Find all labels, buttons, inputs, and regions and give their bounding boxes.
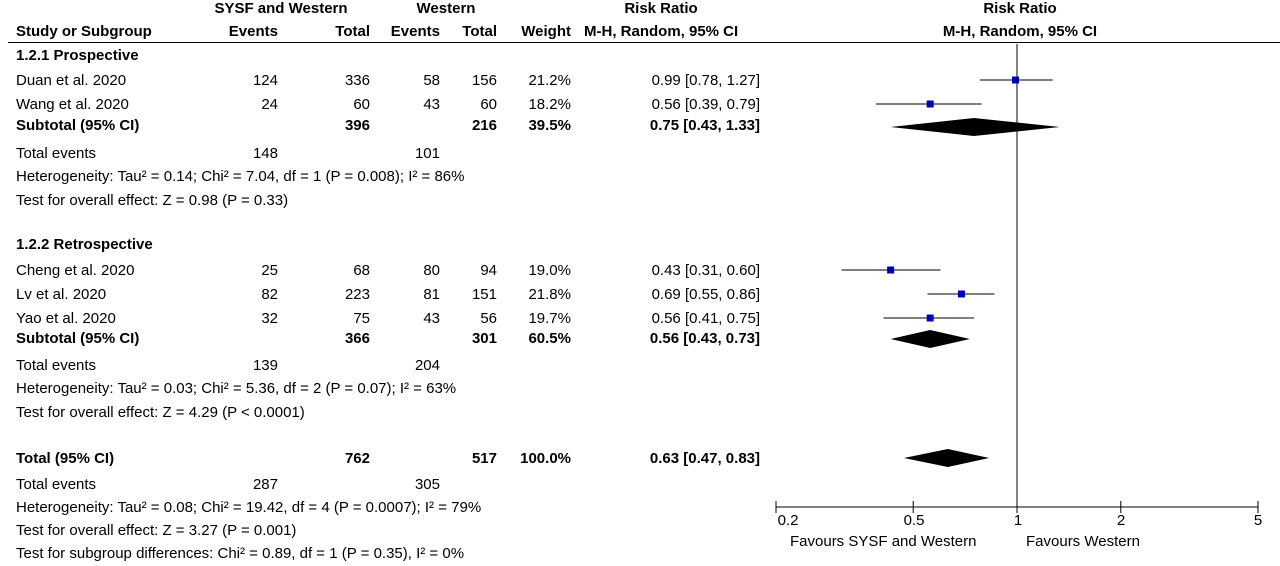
events1-value: 139 [252,357,278,374]
rr-ci-value: 0.63 [0.47, 0.83] [649,450,760,467]
weight-value: 21.8% [528,286,571,303]
total-label: Total (95% CI) [16,450,115,467]
tick-label: 0.2 [777,512,799,529]
favours-right-label: Favours Western [1026,533,1140,550]
overall-effect-text: Test for overall effect: Z = 3.27 (P = 0… [16,522,297,539]
tick-label: 2 [1116,512,1126,529]
rr-ci-value: 0.56 [0.41, 0.75] [651,310,760,327]
events2-value: 43 [423,310,440,327]
total1-value: 762 [344,450,370,467]
events1-value: 287 [252,476,278,493]
heterogeneity-text: Heterogeneity: Tau² = 0.14; Chi² = 7.04,… [16,168,465,185]
total-events-label: Total events [16,357,97,374]
total1-value: 60 [353,96,370,113]
events1-value: 148 [252,145,278,162]
study-name: Duan et al. 2020 [16,72,127,89]
study-name: Cheng et al. 2020 [16,262,135,279]
total2-value: 156 [471,72,497,89]
events1-value: 82 [261,286,278,303]
total2-value: 301 [471,330,497,347]
events2-value: 305 [414,476,440,493]
total1-value: 336 [344,72,370,89]
weight-value: 19.0% [528,262,571,279]
rr-ci-value: 0.43 [0.31, 0.60] [651,262,760,279]
total1-value: 75 [353,310,370,327]
weight-value: 19.7% [528,310,571,327]
events2-value: 80 [423,262,440,279]
rr-ci-value: 0.56 [0.39, 0.79] [651,96,760,113]
rr-column-header: Risk Ratio [624,0,698,17]
events2-value: 101 [414,145,440,162]
events1-value: 24 [261,96,278,113]
events2-header: Events [390,23,440,40]
subgroup-differences-text: Test for subgroup differences: Chi² = 0.… [16,545,465,562]
pooled-diamond [890,118,1060,136]
overall-effect-text: Test for overall effect: Z = 0.98 (P = 0… [16,192,289,209]
weight-value: 39.5% [528,117,571,134]
subgroup-title: 1.2.2 Retrospective [16,236,153,253]
rr-ci-value: 0.99 [0.78, 1.27] [651,72,760,89]
total2-value: 60 [480,96,497,113]
study-point-marker [887,266,895,274]
study-name: Yao et al. 2020 [16,310,116,327]
study-point-marker [926,100,934,108]
weight-value: 18.2% [528,96,571,113]
weight-value: 100.0% [520,450,571,467]
rr-ci-value: 0.75 [0.43, 1.33] [649,117,760,134]
events2-value: 58 [423,72,440,89]
method-column-header: M-H, Random, 95% CI [584,23,739,40]
study-point-marker [957,290,965,298]
method-plot-header: M-H, Random, 95% CI [942,23,1098,40]
favours-left-label: Favours SYSF and Western [790,533,977,550]
total1-value: 396 [344,117,370,134]
subtotal-label: Subtotal (95% CI) [16,117,140,134]
events2-value: 204 [414,357,440,374]
pooled-diamond [890,330,970,348]
subgroup-title: 1.2.1 Prospective [16,47,139,64]
rr-plot-header: Risk Ratio [983,0,1057,17]
heterogeneity-text: Heterogeneity: Tau² = 0.03; Chi² = 5.36,… [16,380,457,397]
group2-header: Western [416,0,476,17]
events1-value: 32 [261,310,278,327]
rr-ci-value: 0.56 [0.43, 0.73] [649,330,760,347]
events1-header: Events [228,23,278,40]
total1-value: 68 [353,262,370,279]
tick-label: 5 [1253,512,1263,529]
total2-header: Total [462,23,497,40]
total1-value: 223 [344,286,370,303]
weight-header: Weight [521,23,571,40]
pooled-diamond [903,449,990,467]
heterogeneity-text: Heterogeneity: Tau² = 0.08; Chi² = 19.42… [16,499,482,516]
study-point-marker [1011,76,1019,84]
study-name: Wang et al. 2020 [16,96,129,113]
tick-label: 0.5 [903,512,925,529]
total2-value: 56 [480,310,497,327]
events1-value: 25 [261,262,278,279]
total1-value: 366 [344,330,370,347]
total-events-label: Total events [16,476,97,493]
group1-header: SYSF and Western [214,0,348,17]
total2-value: 517 [471,450,497,467]
weight-value: 60.5% [528,330,571,347]
overall-effect-text: Test for overall effect: Z = 4.29 (P < 0… [16,404,305,421]
weight-value: 21.2% [528,72,571,89]
total-events-label: Total events [16,145,97,162]
study-point-marker [926,314,934,322]
total1-header: Total [335,23,370,40]
subtotal-label: Subtotal (95% CI) [16,330,140,347]
rr-ci-value: 0.69 [0.55, 0.86] [651,286,760,303]
total2-value: 216 [471,117,497,134]
events2-value: 81 [423,286,440,303]
total2-value: 94 [480,262,497,279]
study-name: Lv et al. 2020 [16,286,107,303]
tick-label: 1 [1013,512,1023,529]
total2-value: 151 [471,286,497,303]
events1-value: 124 [252,72,278,89]
study-column-header: Study or Subgroup [16,23,152,40]
header-rule [8,42,1280,43]
events2-value: 43 [423,96,440,113]
